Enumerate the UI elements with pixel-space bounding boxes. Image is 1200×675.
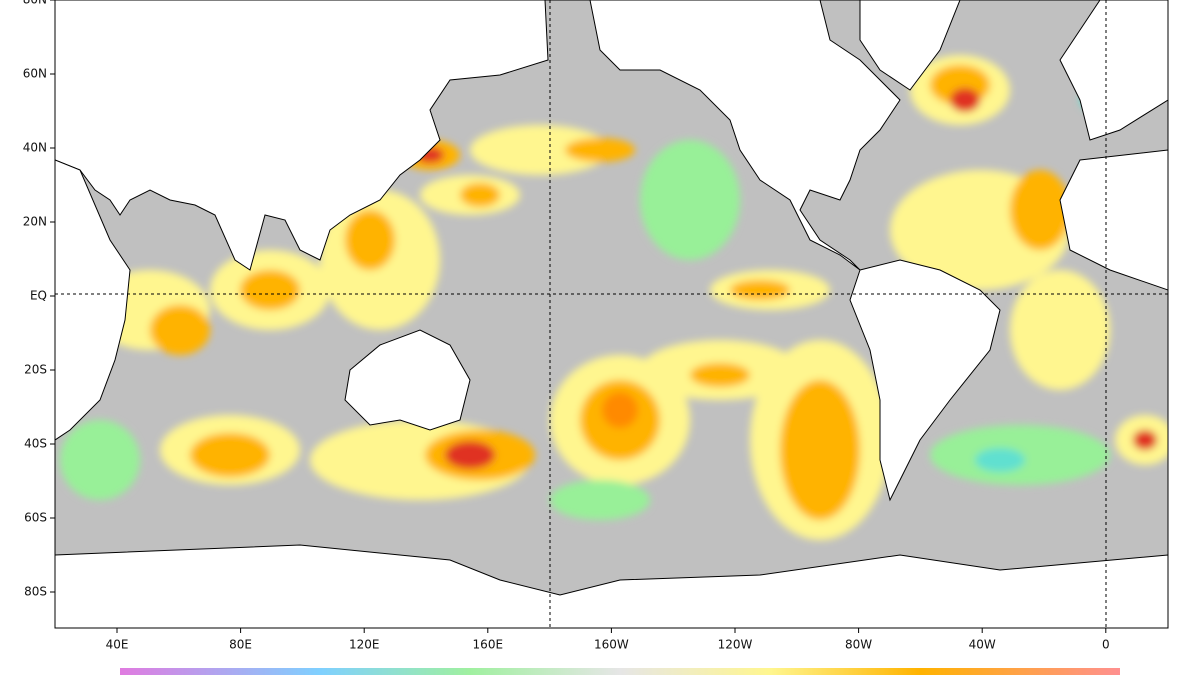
- anomaly-patch: [1010, 270, 1110, 390]
- lon-label: 80W: [845, 638, 872, 652]
- land: [55, 0, 1168, 628]
- anomaly-patch: [60, 420, 140, 500]
- australia: [344, 329, 471, 431]
- anomaly-patch: [690, 363, 750, 387]
- anomaly-patch: [550, 480, 650, 520]
- axis-labels: 80N 60N 40N 20N EQ 20S 40S 60S 80S 40E 80E 120E 160E…: [23, 0, 1110, 652]
- anomaly-patch: [640, 140, 740, 260]
- anomaly-patch: [460, 183, 500, 207]
- lat-label: 60S: [24, 511, 47, 525]
- color-bar: [120, 668, 1120, 675]
- lat-label: 40S: [24, 437, 47, 451]
- map-area: [55, 0, 1168, 628]
- anomaly-patch: [1010, 170, 1070, 250]
- anomaly-patch: [565, 138, 635, 162]
- lat-label: EQ: [30, 289, 47, 303]
- lon-label: 120W: [718, 638, 753, 652]
- lat-label: 60N: [23, 67, 47, 81]
- anomaly-patch: [190, 433, 270, 477]
- anomaly-patch: [780, 380, 860, 520]
- north-america: [589, 0, 901, 271]
- lat-label: 80S: [24, 585, 47, 599]
- anomaly-patch: [470, 125, 610, 175]
- reference-lines: [55, 0, 1168, 628]
- anomaly-patch: [975, 448, 1025, 472]
- anomaly-patch: [1133, 430, 1157, 450]
- anomaly-patch: [730, 280, 790, 300]
- lon-label: 160W: [594, 638, 629, 652]
- south-america: [849, 259, 1001, 502]
- lon-label: 40W: [969, 638, 996, 652]
- lat-label: 40N: [23, 141, 47, 155]
- anomaly-patch: [240, 270, 300, 310]
- lon-label: 160E: [473, 638, 504, 652]
- anomaly-patch: [950, 88, 980, 112]
- lon-label: 120E: [349, 638, 380, 652]
- anomaly-patch: [602, 392, 638, 428]
- lon-label: 80E: [229, 638, 252, 652]
- west-africa: [1059, 149, 1168, 291]
- greenland: [859, 0, 961, 91]
- lat-label: 20S: [24, 363, 47, 377]
- anomaly-patch: [150, 305, 210, 355]
- eurasia: [55, 0, 549, 271]
- lat-label: 80N: [23, 0, 47, 7]
- europe: [1059, 0, 1168, 141]
- anomaly-patch: [445, 441, 495, 469]
- lon-label: 40E: [106, 638, 129, 652]
- anomaly-patch: [345, 210, 395, 270]
- lon-label: 0: [1102, 638, 1110, 652]
- antarctica: [55, 544, 1168, 628]
- anomaly-shading: [60, 55, 1168, 540]
- lat-label: 20N: [23, 215, 47, 229]
- africa: [55, 159, 131, 441]
